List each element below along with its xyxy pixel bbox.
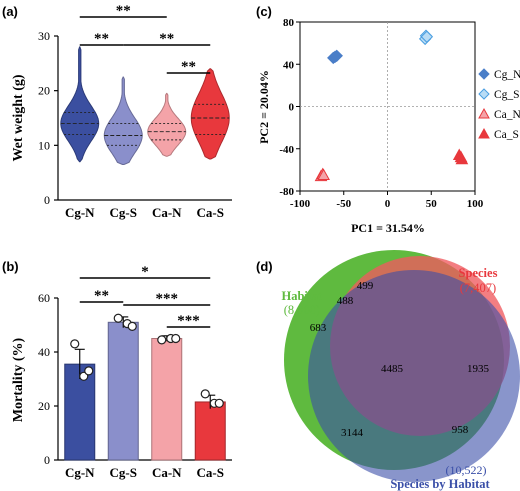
point-ca-s (455, 152, 469, 165)
y-tick-label: 20 (38, 84, 50, 98)
set-label-interaction: Species by Habitat (390, 477, 490, 491)
x-tick-label: Cg-N (65, 465, 95, 480)
legend-marker (478, 107, 490, 119)
venn-circle-interaction (308, 270, 520, 482)
x-tick-label: Cg-N (65, 205, 95, 220)
violin-cg-s (103, 76, 143, 165)
y-tick-label: 40 (38, 345, 50, 359)
violin-plot-panel: Wet weight (g) 0 10 20 30 Cg-N Cg-S Ca-N Ca-S **… (11, 3, 232, 220)
region-species-only: 499 (357, 280, 374, 292)
data-point (200, 389, 210, 399)
legend-marker (478, 127, 490, 139)
set-label-species: Species (459, 266, 498, 280)
set-count-interaction: (10,522) (446, 463, 487, 477)
data-point (127, 321, 137, 331)
data-point (70, 339, 80, 349)
point-ca-n (317, 168, 330, 181)
legend-label: Cg_N (494, 69, 520, 81)
legend-marker (478, 68, 490, 80)
data-point (157, 335, 167, 345)
significance-label: ** (116, 3, 131, 19)
y-tick-label: 0 (289, 102, 295, 114)
x-tick-label: Ca-N (152, 465, 182, 480)
y-tick-label: -80 (279, 186, 294, 198)
x-tick-label: Ca-S (197, 465, 224, 480)
significance-label: ** (159, 31, 174, 47)
x-tick-label: 0 (385, 198, 391, 210)
violin-ca-s (190, 68, 230, 160)
region-habitat-only: 683 (310, 322, 327, 334)
significance-label: ** (94, 31, 109, 47)
region-all-three: 4485 (381, 363, 404, 375)
x-tick-label: 100 (467, 198, 484, 210)
x-tick-label: -50 (336, 198, 351, 210)
significance-label: * (141, 264, 149, 280)
point-cg-s (420, 30, 434, 43)
set-count-habitat: (8,800) (284, 303, 320, 317)
x-axis-label: PC1 = 31.54% (351, 221, 425, 235)
y-tick-label: -40 (279, 144, 294, 156)
y-axis-label: Mortality (%) (11, 337, 26, 422)
y-tick-label: 30 (38, 29, 50, 43)
bar-cg-n (64, 363, 96, 461)
region-species-interaction: 1935 (467, 363, 490, 375)
legend-label: Ca_S (494, 129, 519, 141)
significance-label: *** (156, 291, 179, 307)
x-tick-label: Ca-N (152, 205, 182, 220)
y-tick-label: 10 (38, 138, 50, 152)
legend-marker (478, 88, 490, 100)
y-tick-label: 0 (44, 193, 50, 207)
venn-panel: Species (7,407) Habitat (8,800) (10,522)… (282, 250, 520, 491)
bar-cg-s (107, 321, 139, 461)
bar-ca-s (194, 401, 226, 461)
data-point (84, 366, 94, 376)
region-interaction-only: 958 (452, 424, 469, 436)
data-point (214, 398, 224, 408)
panel-label-a: (a) (2, 4, 18, 19)
violin-cg-n (60, 46, 100, 163)
panel-label-c: (c) (256, 4, 272, 19)
x-tick-label: Ca-S (197, 205, 224, 220)
y-tick-label: 80 (283, 17, 295, 29)
y-axis-label: PC2 = 20.04% (257, 70, 271, 144)
data-point (171, 333, 181, 344)
panel-label-b: (b) (2, 259, 19, 274)
panel-label-d: (d) (256, 259, 273, 274)
x-tick-label: Cg-S (110, 465, 137, 480)
y-tick-label: 0 (44, 453, 50, 467)
data-point (113, 313, 123, 323)
x-tick-label: Cg-S (110, 205, 137, 220)
set-count-species: (7,407) (460, 281, 496, 295)
legend-label: Cg_S (494, 89, 520, 101)
x-tick-label: -100 (290, 198, 311, 210)
x-tick-label: 50 (426, 198, 438, 210)
significance-label: ** (181, 59, 196, 75)
point-cg-n (328, 50, 342, 64)
region-species-habitat: 488 (337, 295, 354, 307)
bar-ca-n (151, 338, 183, 461)
y-tick-label: 60 (38, 291, 50, 305)
y-tick-label: 20 (38, 399, 50, 413)
violin-ca-n (147, 92, 187, 157)
y-tick-label: 40 (283, 59, 295, 71)
pca-panel: PC1 = 31.54% PC2 = 20.04% -100 -50 0 50 100 8… (257, 17, 520, 235)
set-label-habitat: Habitat (282, 289, 324, 303)
significance-label: *** (177, 313, 200, 329)
y-axis-label: Wet weight (g) (11, 74, 26, 161)
significance-label: ** (94, 288, 109, 304)
legend-label: Ca_N (494, 109, 520, 121)
region-habitat-interaction: 3144 (341, 427, 364, 439)
